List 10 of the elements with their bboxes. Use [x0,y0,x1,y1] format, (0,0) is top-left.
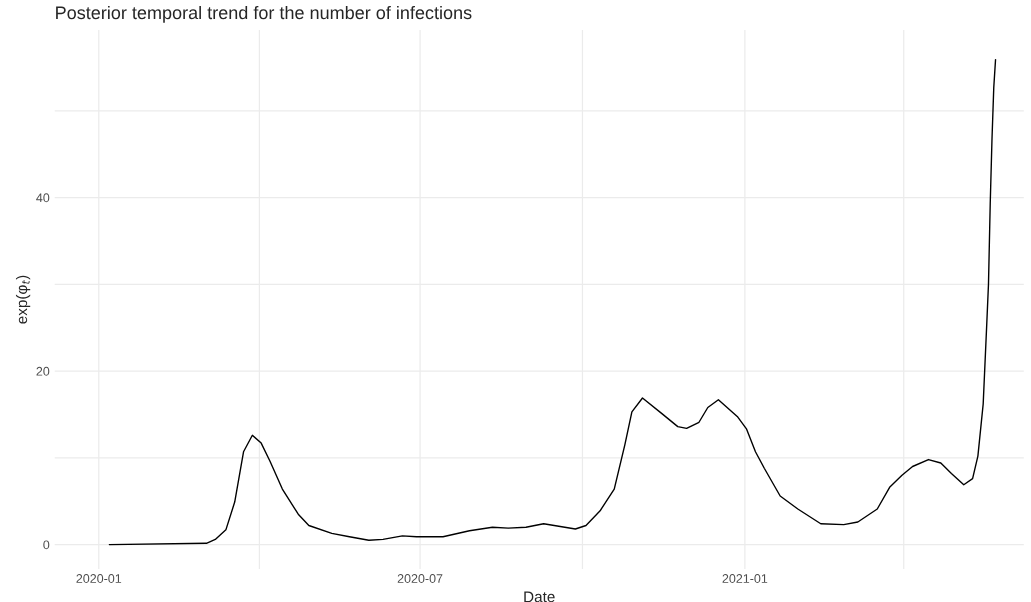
y-tick-label: 40 [36,193,50,203]
x-axis-title: Date [524,591,555,602]
y-axis-title: exp(φ$_{t}$) [15,275,31,324]
line-series [108,58,997,546]
y-tick-label: 0 [43,540,50,550]
chart-title: Posterior temporal trend for the number of infections [56,5,472,23]
x-tick-label: 2020-01 [76,574,122,583]
x-tick-label: 2021-01 [722,574,768,583]
x-tick-label: 2020-07 [397,574,443,583]
y-tick-label: 20 [36,366,50,376]
